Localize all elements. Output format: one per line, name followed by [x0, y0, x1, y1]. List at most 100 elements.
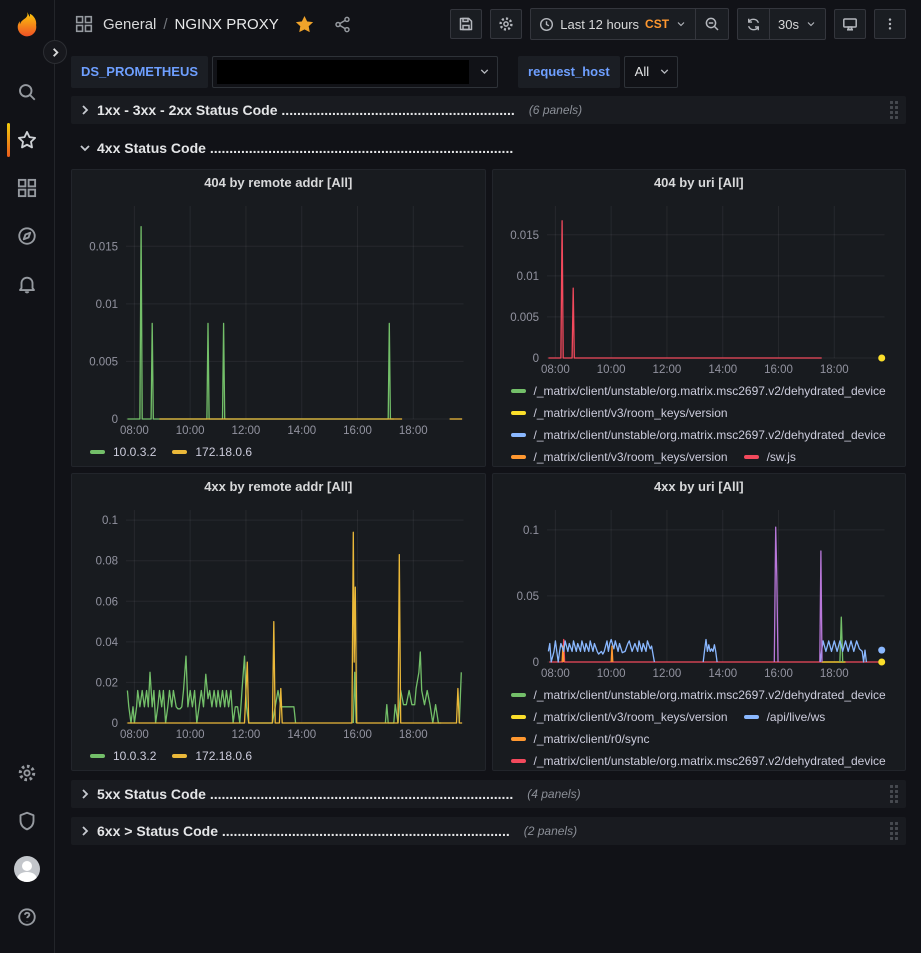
chevron-down-icon	[80, 145, 90, 152]
svg-text:10:00: 10:00	[596, 364, 625, 376]
gear-icon	[18, 764, 36, 782]
request-host-select[interactable]: All	[623, 55, 679, 88]
panel-4xx-by-uri: 4xx by uri [All] 08:00 10:00 12:00 14:00 16:…	[491, 473, 906, 771]
sidebar-item-profile[interactable]	[0, 845, 55, 893]
svg-text:18:00: 18:00	[819, 668, 848, 680]
sidebar-item-starred[interactable]	[0, 116, 55, 164]
panel-title[interactable]: 404 by uri [All]	[653, 175, 744, 190]
svg-text:16:00: 16:00	[343, 729, 372, 741]
chart-legend: 10.0.3.2 172.18.0.6	[80, 743, 477, 770]
legend-label: 172.18.0.6	[195, 749, 253, 763]
refresh-controls: 30s	[737, 8, 826, 40]
sidebar	[0, 0, 55, 953]
sidebar-item-help[interactable]	[0, 893, 55, 941]
row-drag-handle[interactable]	[890, 785, 898, 803]
svg-text:10:00: 10:00	[176, 425, 205, 437]
user-avatar	[14, 856, 40, 882]
datasource-select[interactable]	[212, 55, 499, 88]
svg-text:0: 0	[112, 718, 118, 730]
time-series-chart[interactable]: 08:00 10:00 12:00 14:00 16:00 18:00 0 0.05 0.1	[501, 502, 898, 682]
breadcrumb-section[interactable]: General	[103, 15, 157, 33]
svg-text:12:00: 12:00	[232, 425, 261, 437]
sidebar-item-server-admin[interactable]	[0, 797, 55, 845]
share-button[interactable]	[331, 12, 355, 36]
sidebar-item-configuration[interactable]	[0, 749, 55, 797]
grafana-logo[interactable]	[12, 10, 42, 40]
legend-item[interactable]: /_matrix/client/r0/sync	[510, 728, 650, 750]
legend-item[interactable]: /_matrix/client/v3/room_keys/version	[510, 446, 728, 466]
legend-swatch	[90, 450, 105, 454]
row-title: 1xx - 3xx - 2xx Status Code ............…	[97, 102, 515, 118]
panel-404-by-remote-addr: 404 by remote addr [All] 08:00 10:00 12:00…	[71, 169, 486, 467]
sidebar-expand-button[interactable]	[43, 40, 67, 64]
compass-icon	[18, 227, 36, 245]
legend-swatch	[510, 715, 526, 719]
legend-swatch	[743, 455, 759, 459]
row-header-6xx[interactable]: 6xx > Status Code ......................…	[71, 817, 906, 845]
row-header-5xx[interactable]: 5xx Status Code ........................…	[71, 780, 906, 808]
legend-item[interactable]: /sw.js	[743, 446, 796, 466]
svg-text:14:00: 14:00	[708, 364, 737, 376]
row-header-4xx[interactable]: 4xx Status Code ........................…	[71, 134, 906, 162]
zoom-out-button[interactable]	[695, 9, 728, 39]
svg-text:0.05: 0.05	[516, 591, 538, 603]
variable-request-host: request_host All	[518, 55, 679, 88]
panel-title[interactable]: 4xx by remote addr [All]	[204, 479, 353, 494]
dashboard-settings-button[interactable]	[490, 9, 523, 39]
legend-label: /_matrix/client/r0/sync	[533, 732, 650, 746]
sidebar-item-alerting[interactable]	[0, 260, 55, 308]
zoom-out-icon	[705, 17, 719, 31]
sidebar-item-explore[interactable]	[0, 212, 55, 260]
svg-text:10:00: 10:00	[596, 668, 625, 680]
sidebar-item-dashboards[interactable]	[0, 164, 55, 212]
time-series-chart[interactable]: 08:00 10:00 12:00 14:00 16:00 18:00 0 0.02 0.04 0…	[80, 502, 477, 743]
legend-item[interactable]: /api/live/ws	[743, 706, 825, 728]
save-dashboard-button[interactable]	[450, 9, 483, 39]
svg-text:0.08: 0.08	[96, 556, 118, 568]
panel-title[interactable]: 4xx by uri [All]	[653, 479, 744, 494]
save-icon	[460, 17, 473, 31]
panel-title[interactable]: 404 by remote addr [All]	[204, 175, 353, 190]
legend-label: /_matrix/client/v3/room_keys/version	[533, 450, 728, 464]
svg-text:14:00: 14:00	[287, 425, 316, 437]
favorite-star-button[interactable]	[293, 12, 317, 36]
svg-text:08:00: 08:00	[120, 425, 149, 437]
time-series-chart[interactable]: 08:00 10:00 12:00 14:00 16:00 18:00 0 0.005 0.01…	[80, 198, 477, 439]
legend-item[interactable]: /_matrix/client/v3/room_keys/version	[510, 402, 728, 424]
legend-item[interactable]: /_matrix/client/unstable/org.matrix.msc2…	[510, 684, 886, 706]
variable-label[interactable]: DS_PROMETHEUS	[71, 55, 209, 88]
svg-text:10:00: 10:00	[176, 729, 205, 741]
legend-item[interactable]: 10.0.3.2	[90, 441, 156, 463]
chevron-right-icon	[52, 47, 59, 57]
svg-text:18:00: 18:00	[399, 729, 428, 741]
time-series-chart[interactable]: 08:00 10:00 12:00 14:00 16:00 18:00 0 0.005 0.01…	[501, 198, 898, 378]
more-options-button[interactable]	[874, 9, 906, 39]
legend-item[interactable]: /_matrix/client/unstable/org.matrix.msc2…	[510, 380, 886, 402]
row-drag-handle[interactable]	[890, 101, 898, 119]
row-header-1xx-3xx-2xx[interactable]: 1xx - 3xx - 2xx Status Code ............…	[71, 96, 906, 124]
refresh-interval-picker[interactable]: 30s	[769, 9, 825, 39]
sidebar-item-search[interactable]	[0, 68, 55, 116]
bell-icon	[19, 276, 35, 294]
row-drag-handle[interactable]	[890, 822, 898, 840]
legend-swatch	[510, 389, 526, 393]
svg-text:0.01: 0.01	[96, 299, 118, 311]
legend-item[interactable]: 172.18.0.6	[172, 441, 252, 463]
legend-swatch	[172, 450, 188, 454]
row-panel-count: (6 panels)	[528, 103, 583, 117]
legend-item[interactable]: /_matrix/client/v3/room_keys/version	[510, 706, 728, 728]
refresh-button[interactable]	[738, 9, 769, 39]
legend-swatch	[90, 754, 105, 758]
star-filled-icon	[296, 15, 314, 32]
legend-item[interactable]: /_matrix/client/unstable/org.matrix.msc2…	[510, 750, 886, 770]
legend-item[interactable]: 10.0.3.2	[90, 745, 156, 767]
row-title: 6xx > Status Code ......................…	[97, 823, 510, 839]
dashboard-grid-icon[interactable]	[71, 11, 97, 37]
legend-item[interactable]: 172.18.0.6	[172, 745, 252, 767]
svg-text:16:00: 16:00	[343, 425, 372, 437]
legend-item[interactable]: /_matrix/client/unstable/org.matrix.msc2…	[510, 424, 886, 446]
time-range-picker[interactable]: Last 12 hours CST	[531, 9, 695, 39]
legend-label: /sw.js	[766, 450, 796, 464]
tv-mode-button[interactable]	[834, 9, 866, 39]
variable-label[interactable]: request_host	[518, 55, 620, 88]
